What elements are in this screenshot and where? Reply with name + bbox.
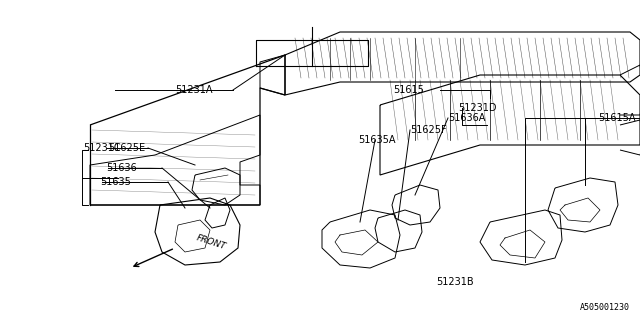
Text: 51635: 51635	[100, 177, 131, 187]
Text: 51636: 51636	[106, 163, 137, 173]
Text: 51625F: 51625F	[410, 125, 447, 135]
Text: 51615: 51615	[393, 85, 424, 95]
Text: 51231A: 51231A	[175, 85, 212, 95]
Text: 51625E: 51625E	[108, 143, 145, 153]
Text: 51231B: 51231B	[436, 277, 474, 287]
Text: FRONT: FRONT	[195, 233, 227, 251]
Text: 51231D: 51231D	[458, 103, 497, 113]
Text: 51636A: 51636A	[448, 113, 485, 123]
Text: 51615A: 51615A	[598, 113, 636, 123]
Text: 51635A: 51635A	[358, 135, 396, 145]
Text: 51231C: 51231C	[83, 143, 120, 153]
Text: A505001230: A505001230	[580, 303, 630, 312]
